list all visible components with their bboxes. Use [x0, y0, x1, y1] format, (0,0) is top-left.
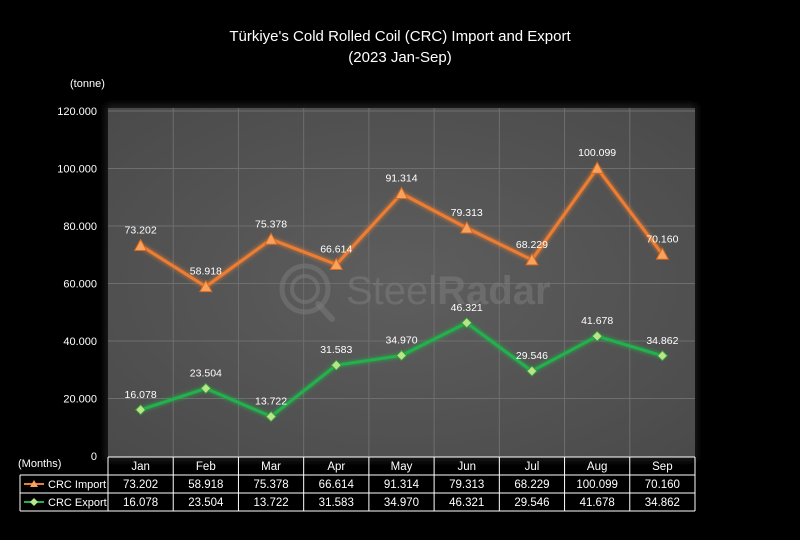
- data-point-marker[interactable]: [134, 404, 147, 416]
- data-label: 16.078: [125, 389, 157, 401]
- table-cell: 70.160: [645, 479, 680, 491]
- table-cell: 29.546: [514, 497, 549, 509]
- data-table: (Months) Jan Feb Mar Apr May Jun Jul Aug Sep CRC …: [18, 456, 696, 512]
- data-point-marker[interactable]: [395, 349, 408, 362]
- data-label: 29.546: [516, 350, 548, 362]
- x-category-label: Jul: [525, 461, 540, 473]
- y-tick-label: 100.000: [57, 164, 97, 176]
- data-point-marker[interactable]: [330, 359, 342, 371]
- data-label: 75.378: [255, 218, 287, 230]
- data-label: 100.099: [578, 147, 616, 159]
- x-category-label: Feb: [196, 461, 216, 473]
- table-cell: 34.862: [645, 497, 680, 509]
- series-crc-import: 73.202 58.918 75.378 66.614 91.314 79.313 68.2…: [125, 147, 679, 293]
- data-label: 41.678: [581, 315, 613, 327]
- data-label: 68.229: [516, 239, 548, 251]
- data-label: 13.722: [255, 396, 287, 408]
- data-label: 66.614: [320, 243, 352, 255]
- data-label: 70.160: [646, 233, 678, 245]
- steelradar-logo-icon: [279, 263, 335, 322]
- table-cell: 23.504: [188, 497, 224, 509]
- table-cell: 79.313: [449, 479, 484, 491]
- data-point-marker[interactable]: [264, 232, 278, 245]
- x-category-label: May: [391, 461, 413, 473]
- x-category-label: Jun: [457, 461, 476, 473]
- legend-key-marker: [30, 498, 38, 506]
- x-category-label: Apr: [327, 461, 345, 473]
- table-cell: 13.722: [253, 497, 288, 509]
- data-point-marker[interactable]: [394, 186, 409, 199]
- series-crc-export: 16.078 23.504 13.722 31.583 34.970 46.321 29.5…: [125, 302, 679, 423]
- watermark-brand-part1: Steel: [346, 269, 437, 313]
- y-tick-label: 80.000: [63, 221, 97, 233]
- y-tick-label: 60.000: [63, 279, 97, 291]
- data-point-marker[interactable]: [526, 365, 538, 377]
- x-category-label: Jan: [131, 461, 150, 473]
- y-tick-label: 20.000: [63, 394, 97, 406]
- data-point-marker[interactable]: [459, 220, 474, 234]
- x-category-label: Mar: [261, 461, 281, 473]
- y-tick-label: 0: [91, 451, 97, 463]
- table-cell: 75.378: [253, 479, 288, 491]
- table-cell: 16.078: [123, 497, 158, 509]
- data-point-marker[interactable]: [656, 350, 669, 362]
- watermark-brand: SteelRadar: [346, 269, 551, 313]
- table-cell: 46.321: [449, 497, 484, 509]
- data-point-marker[interactable]: [591, 330, 603, 342]
- data-label: 34.970: [385, 334, 417, 346]
- table-cell: 34.970: [384, 497, 419, 509]
- data-point-marker[interactable]: [525, 252, 539, 266]
- table-cell: 91.314: [384, 479, 420, 491]
- data-label: 73.202: [125, 225, 157, 237]
- data-label: 91.314: [385, 172, 417, 184]
- table-cell: 31.583: [319, 497, 354, 509]
- data-label: 31.583: [320, 344, 352, 356]
- watermark: SteelRadar: [279, 263, 551, 322]
- data-point-marker[interactable]: [200, 382, 212, 395]
- legend-key-marker: [30, 480, 38, 487]
- data-label: 58.918: [190, 266, 222, 278]
- table-cell: 66.614: [319, 479, 355, 491]
- y-axis-unit-label: (tonne): [70, 78, 105, 90]
- x-category-label: Aug: [587, 461, 607, 473]
- data-point-marker[interactable]: [655, 247, 670, 260]
- legend-series-name: CRC Import: [48, 479, 106, 491]
- watermark-brand-part2: Radar: [437, 269, 550, 313]
- series-layer: 73.202 58.918 75.378 66.614 91.314 79.313 68.2…: [125, 147, 679, 423]
- data-point-marker[interactable]: [198, 279, 213, 293]
- data-point-marker[interactable]: [590, 161, 605, 174]
- table-cell: 68.229: [514, 479, 549, 491]
- data-label: 46.321: [451, 302, 483, 314]
- data-point-marker[interactable]: [133, 238, 148, 252]
- table-cell: 41.678: [580, 497, 615, 509]
- data-point-marker[interactable]: [265, 410, 277, 423]
- data-label: 79.313: [451, 207, 483, 219]
- chart-title: Türkiye's Cold Rolled Coil (CRC) Import …: [229, 28, 571, 45]
- table-cell: 100.099: [576, 479, 618, 491]
- chart-subtitle: (2023 Jan-Sep): [348, 49, 451, 66]
- y-tick-labels: 0 20.000 40.000 60.000 80.000 100.000 120.000: [57, 106, 97, 463]
- x-category-label: Sep: [652, 461, 672, 473]
- legend-series-name: CRC Export: [48, 497, 107, 509]
- data-point-marker[interactable]: [329, 257, 344, 270]
- data-label: 23.504: [190, 367, 222, 379]
- data-label: 34.862: [646, 335, 678, 347]
- y-tick-label: 40.000: [63, 336, 97, 348]
- x-axis-label: (Months): [18, 458, 61, 470]
- table-cell: 58.918: [188, 479, 223, 491]
- table-cell: 73.202: [123, 479, 158, 491]
- data-point-marker[interactable]: [461, 317, 473, 329]
- y-tick-label: 120.000: [57, 106, 97, 118]
